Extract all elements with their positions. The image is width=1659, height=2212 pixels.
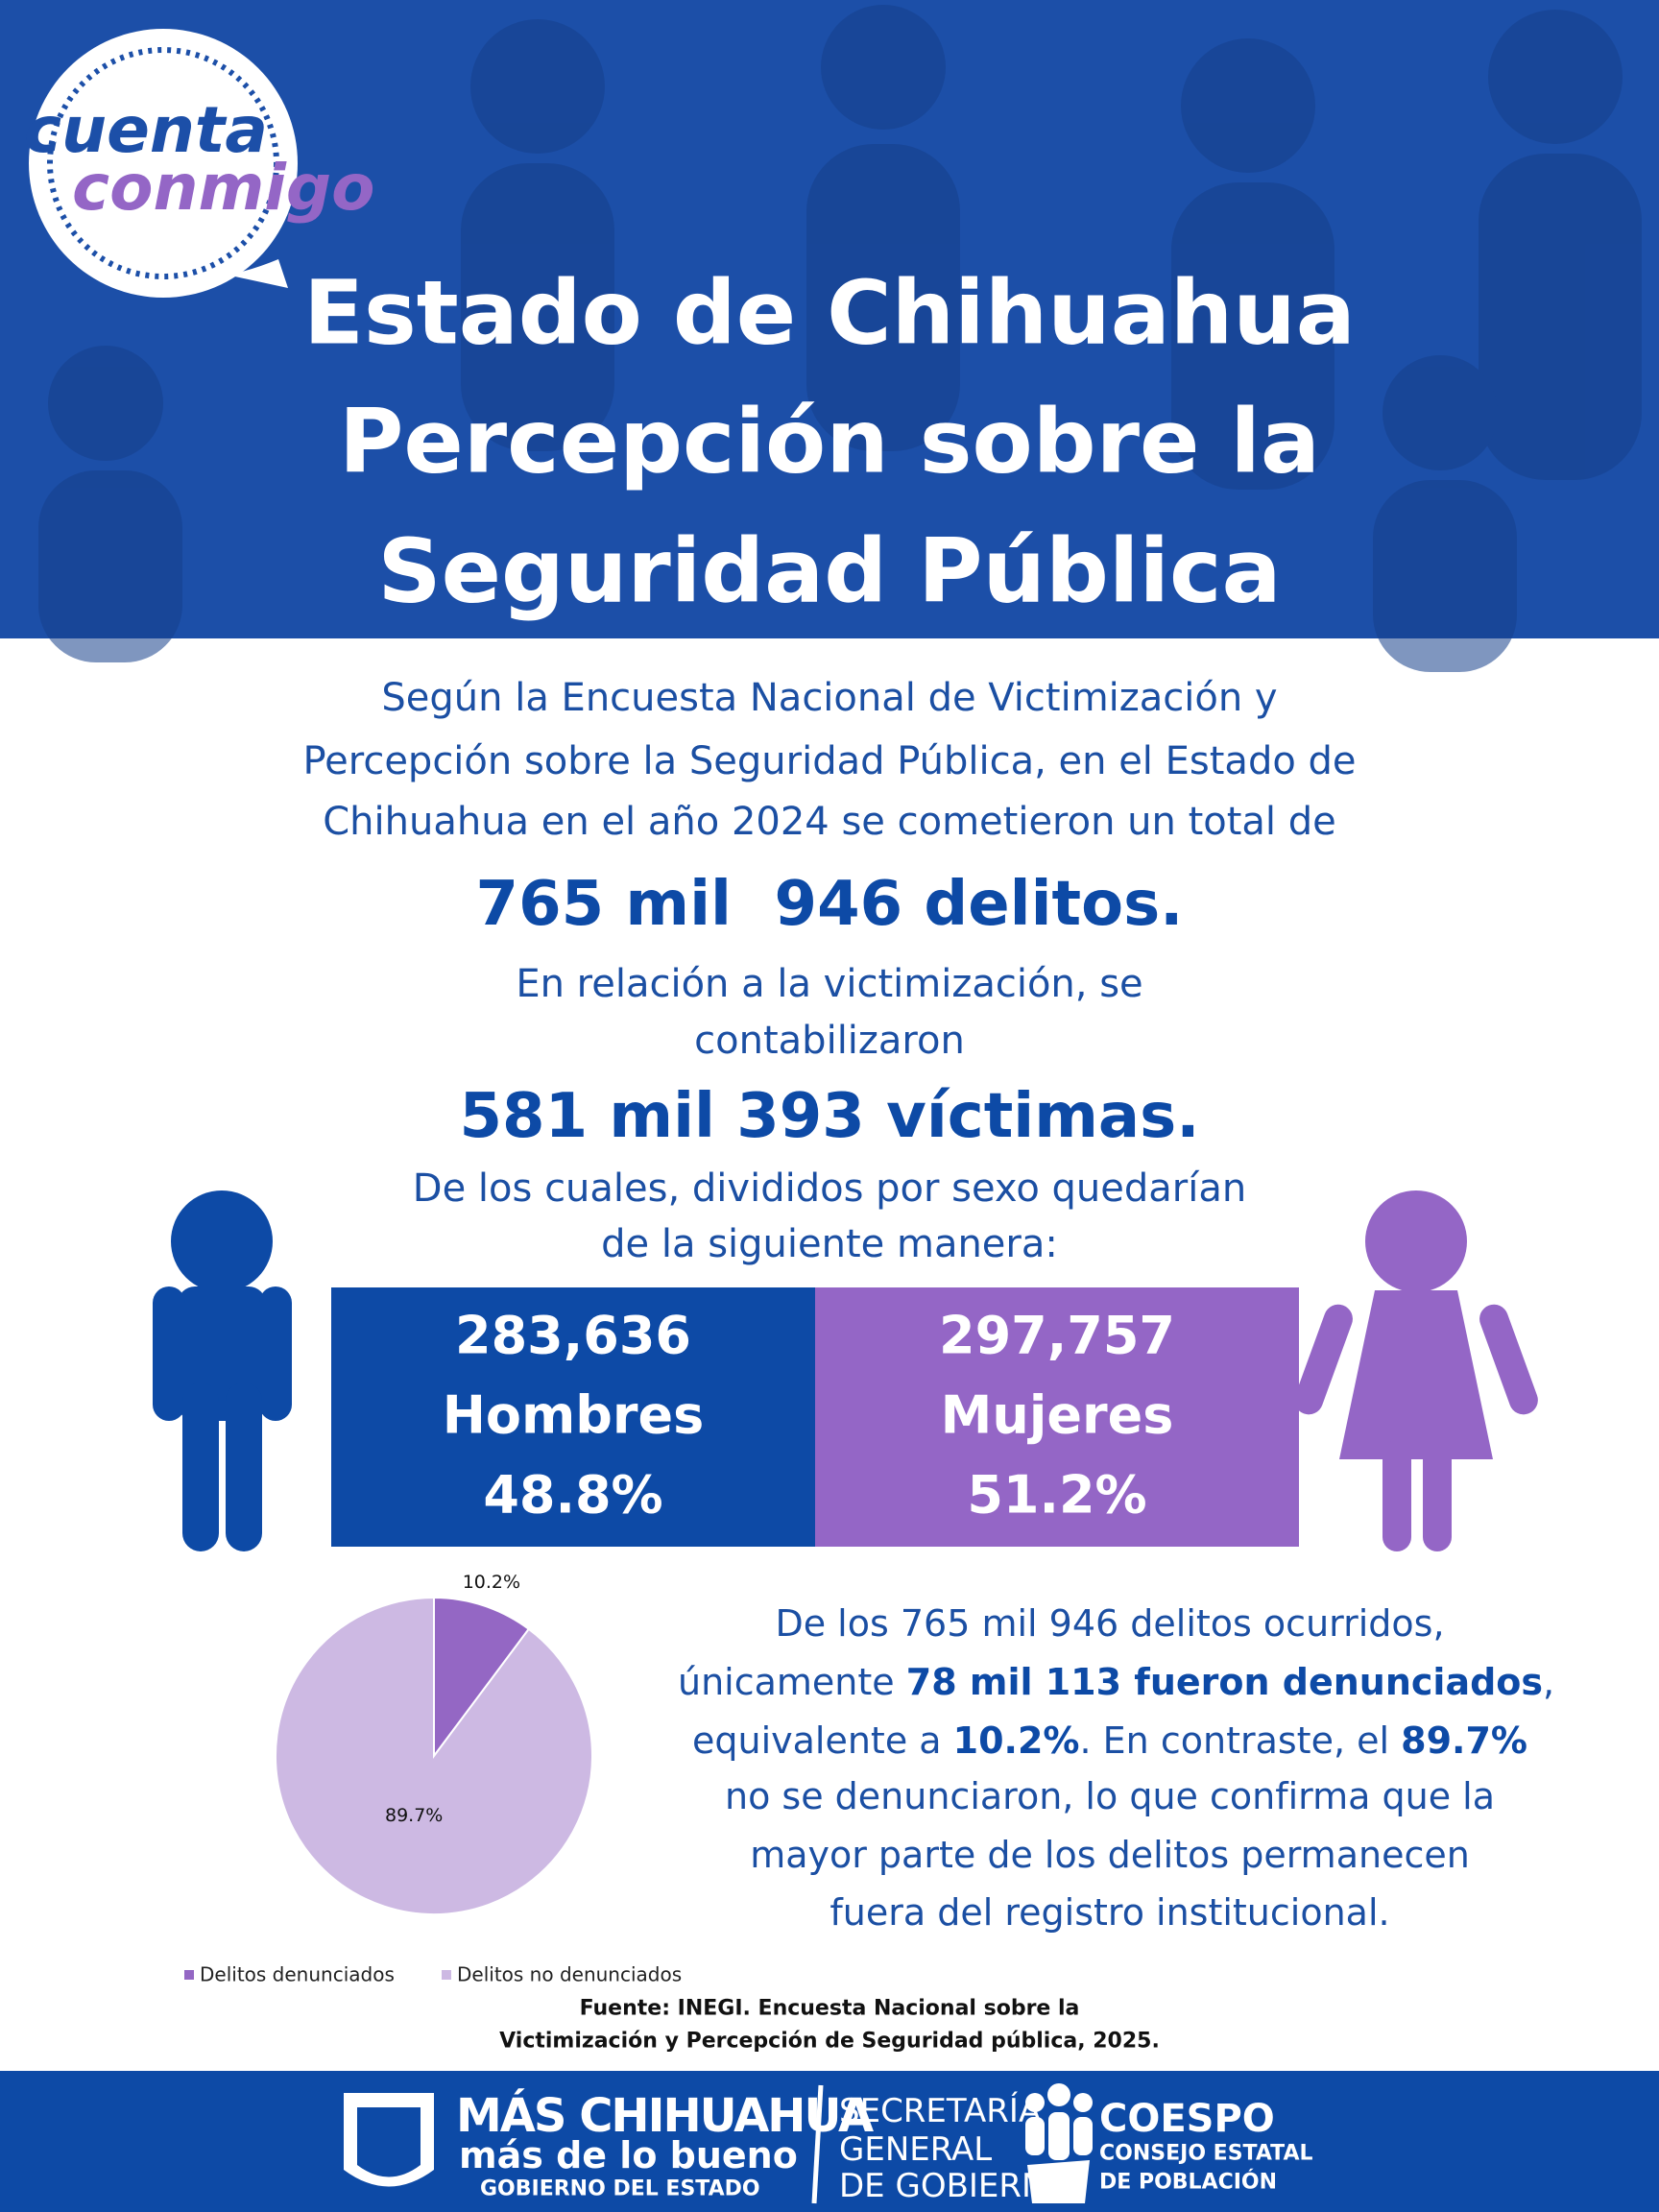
- logo-ring: [47, 47, 279, 279]
- footer-text: CONSEJO ESTATAL: [1099, 2141, 1313, 2166]
- summary-text: no se denunciaron, lo que confirma que l…: [725, 1775, 1495, 1817]
- source-line: Victimización y Percepción de Seguridad …: [499, 2029, 1160, 2054]
- summary-emphasis: 10.2%: [952, 1719, 1080, 1762]
- sex-percent: 48.8%: [483, 1464, 663, 1526]
- title-line: Seguridad Pública: [377, 519, 1282, 623]
- woman-icon: [1294, 1190, 1538, 1551]
- summary-line: no se denunciaron, lo que confirma que l…: [678, 1775, 1542, 1817]
- total-victims: 581 mil 393 víctimas.: [459, 1081, 1200, 1152]
- footer-divider: [811, 2084, 824, 2204]
- footer-text: MÁS CHIHUAHUA: [456, 2089, 874, 2143]
- footer-text: DE POBLACIÓN: [1099, 2170, 1278, 2195]
- footer-text: DE GOBIERNO: [839, 2167, 1072, 2205]
- summary-emphasis: 78 mil 113 fueron denunciados: [905, 1661, 1544, 1703]
- victim-line: contabilizaron: [694, 1019, 965, 1063]
- logo-tail: [67, 240, 288, 288]
- summary-emphasis: 89.7%: [1401, 1719, 1527, 1762]
- summary-text: fuera del registro institucional.: [830, 1891, 1390, 1934]
- intro-line: Chihuahua en el año 2024 se cometieron u…: [323, 800, 1336, 844]
- summary-line: mayor parte de los delitos permanecen: [678, 1834, 1542, 1876]
- footer-text: GENERAL: [839, 2130, 993, 2169]
- sex-label: Mujeres: [940, 1384, 1174, 1446]
- footer-text: GOBIERNO DEL ESTADO: [480, 2176, 760, 2201]
- summary-text: equivalente a: [692, 1719, 953, 1762]
- summary-text: mayor parte de los delitos permanecen: [750, 1834, 1470, 1876]
- silhouettes: [38, 5, 1642, 672]
- footer-text: más de lo bueno: [459, 2134, 798, 2176]
- sex-line: de la siguiente manera:: [601, 1222, 1058, 1266]
- sex-label: Hombres: [442, 1384, 705, 1446]
- logo-text: conmigo: [72, 151, 374, 225]
- title-line: Estado de Chihuahua: [303, 261, 1356, 365]
- coespo-icon: [1025, 2083, 1093, 2203]
- summary-line: equivalente a 10.2%. En contraste, el 89…: [678, 1719, 1542, 1762]
- sex-count: 283,636: [455, 1305, 691, 1366]
- sex-percent: 51.2%: [967, 1464, 1147, 1526]
- man-icon: [153, 1190, 292, 1551]
- logo-bubble: [29, 29, 298, 298]
- logo-text: cuenta: [24, 93, 268, 167]
- sex-count: 297,757: [939, 1305, 1175, 1366]
- summary-text: De los 765 mil 946 delitos ocurridos,: [775, 1602, 1445, 1645]
- sex-box: 297,757 Mujeres 51.2%: [815, 1287, 1299, 1547]
- summary-text: únicamente: [678, 1661, 906, 1703]
- intro-line: Percepción sobre la Seguridad Pública, e…: [302, 739, 1357, 783]
- summary-text: . En contraste, el: [1079, 1719, 1402, 1762]
- summary-line: De los 765 mil 946 delitos ocurridos,: [678, 1602, 1542, 1645]
- sex-line: De los cuales, divididos por sexo quedar…: [412, 1166, 1247, 1211]
- total-crimes: 765 mil 946 delitos.: [475, 869, 1184, 940]
- summary-line: únicamente 78 mil 113 fueron denunciados…: [678, 1661, 1554, 1703]
- footer-text: COESPO: [1099, 2097, 1275, 2141]
- footer-band: [0, 2071, 1659, 2212]
- title-line: Percepción sobre la: [338, 390, 1321, 493]
- state-shield-inner: [357, 2107, 421, 2177]
- summary-text: ,: [1543, 1661, 1555, 1703]
- source-line: Fuente: INEGI. Encuesta Nacional sobre l…: [579, 1996, 1080, 2021]
- summary-line: fuera del registro institucional.: [678, 1891, 1542, 1934]
- victim-line: En relación a la victimización, se: [516, 962, 1143, 1006]
- intro-line: Según la Encuesta Nacional de Victimizac…: [381, 676, 1278, 720]
- sex-box: 283,636 Hombres 48.8%: [331, 1287, 815, 1547]
- footer-text: SECRETARÍA: [839, 2092, 1042, 2130]
